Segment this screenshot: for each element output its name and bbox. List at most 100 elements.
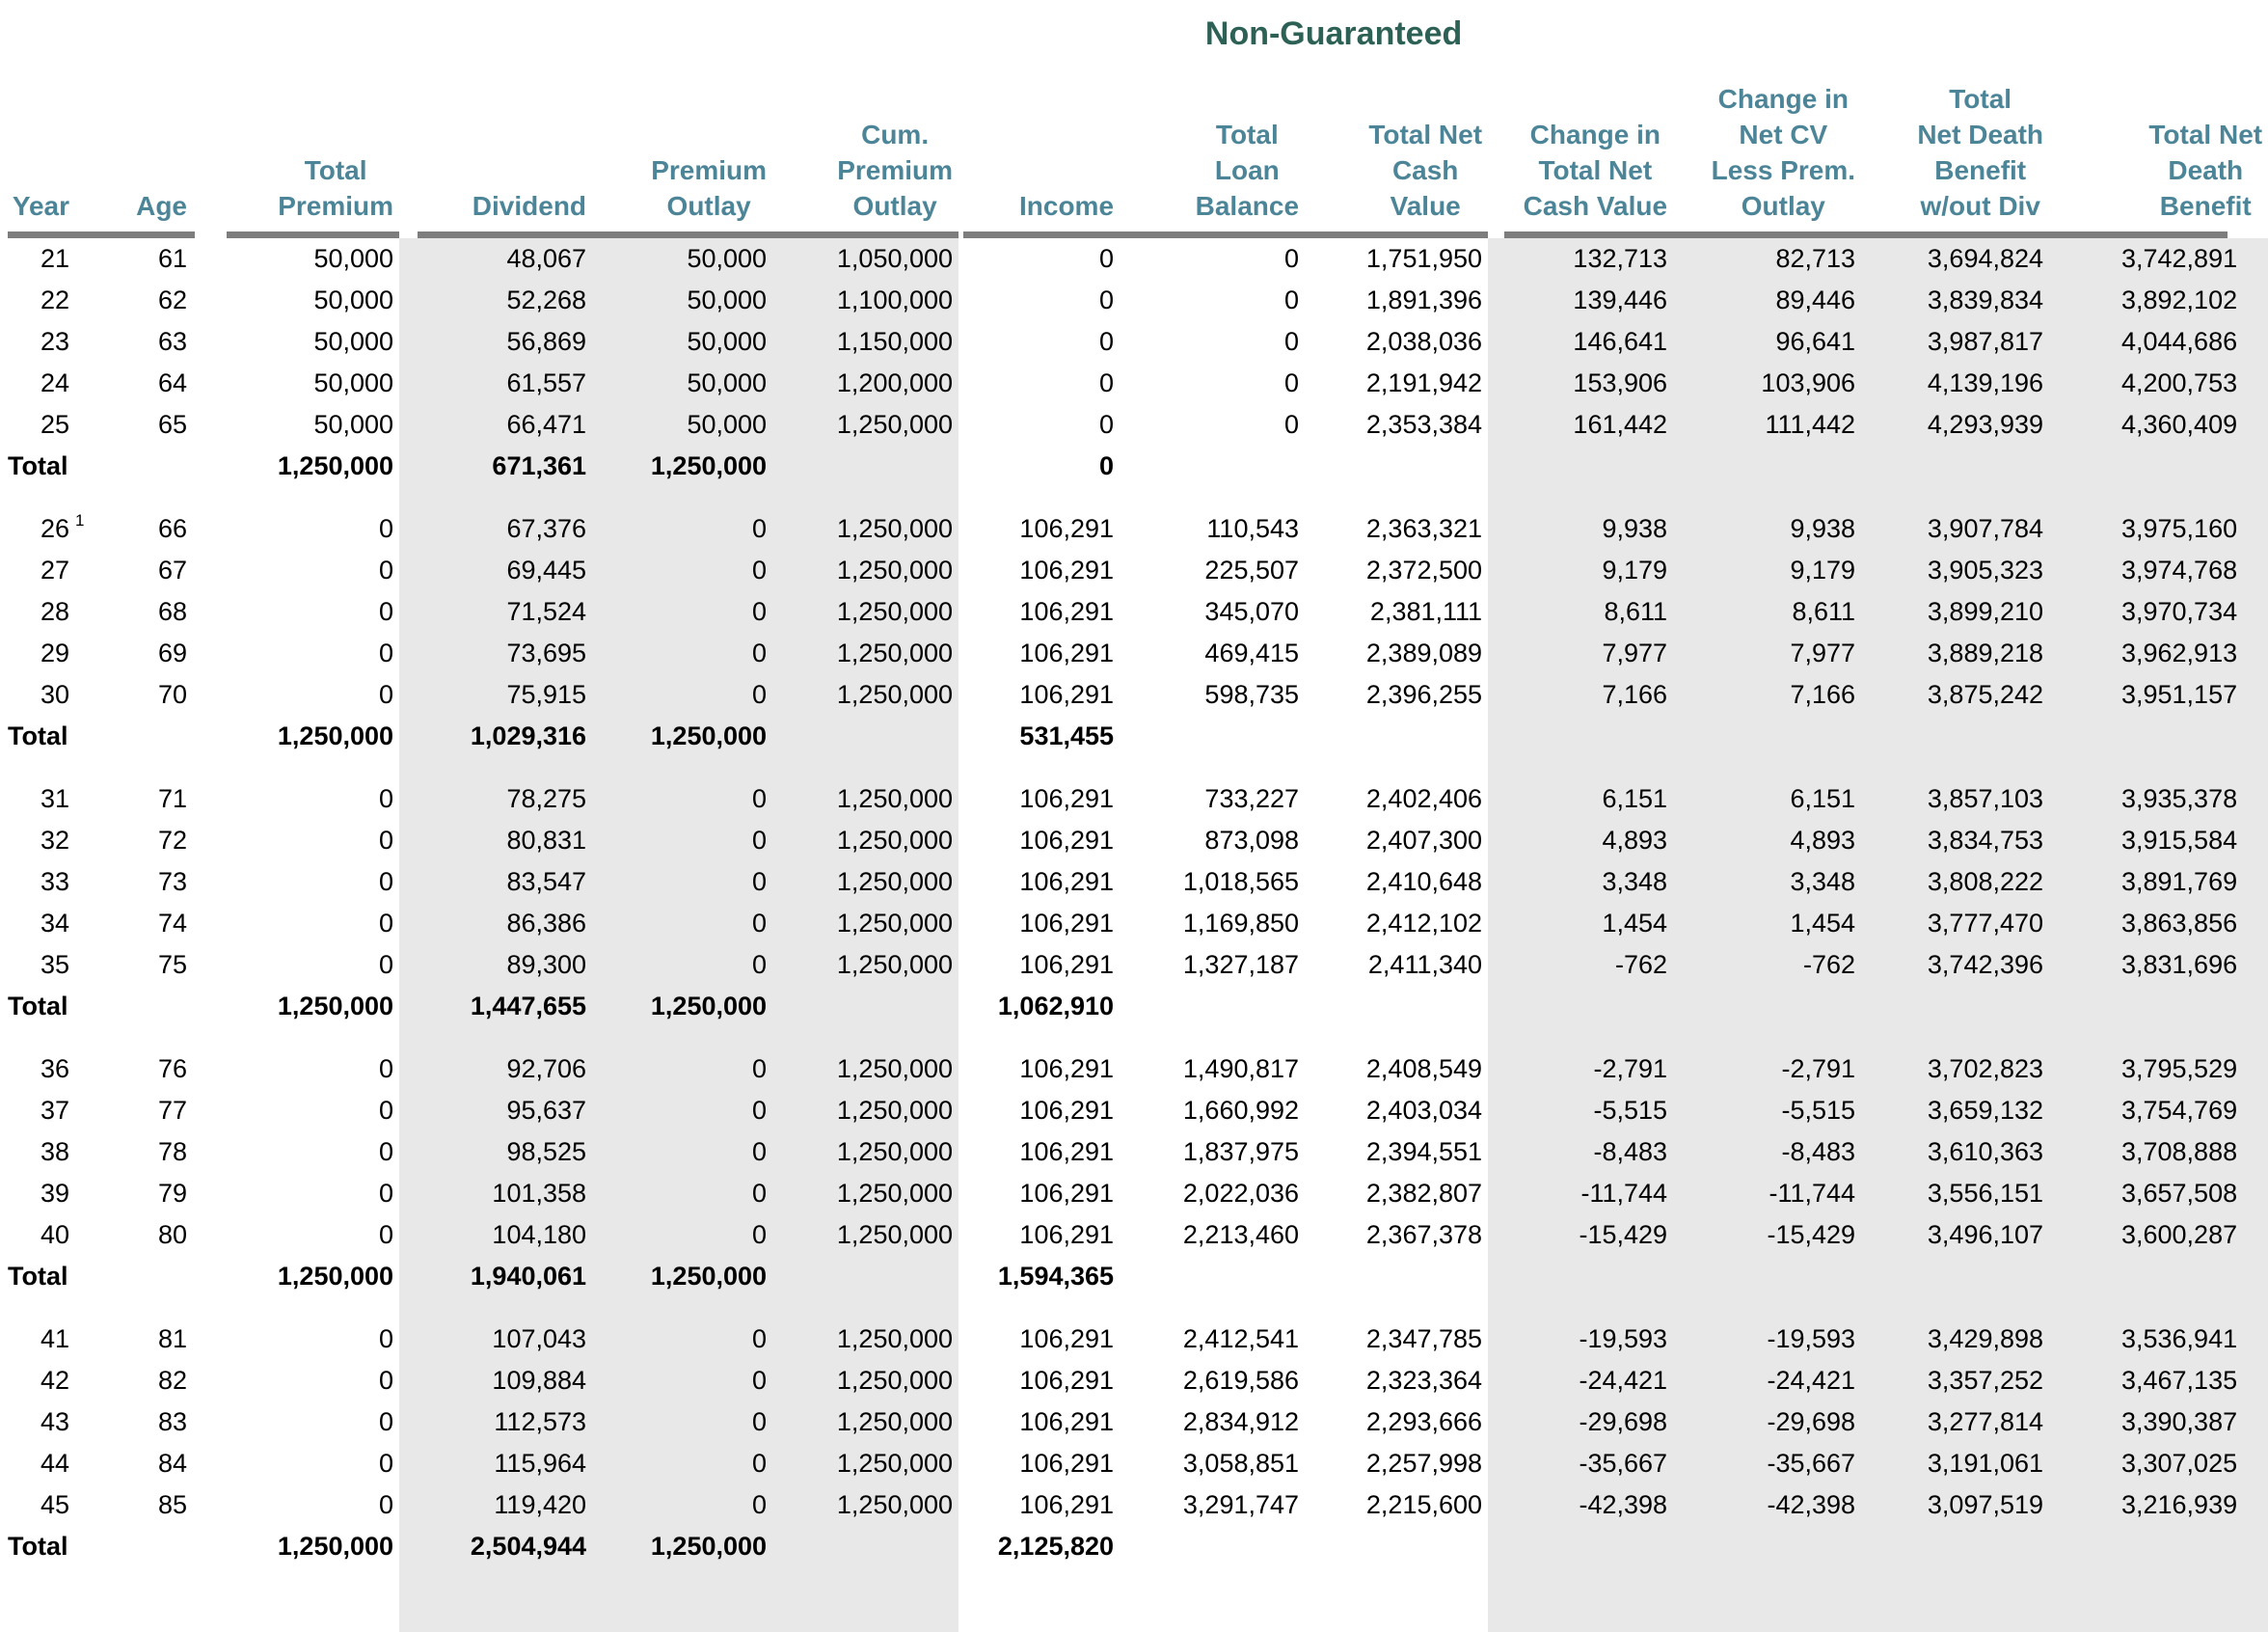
cell-total-net-death-benefit: 3,970,734: [2049, 591, 2268, 633]
table-row: 28 68 0 71,524 0 1,250,000 106,291 345,070 2,381…: [0, 591, 2268, 633]
band-gap: [0, 1589, 399, 1632]
cell-total-net-death-benefit-wout-div: 3,610,363: [1861, 1131, 2050, 1173]
shaded-band: [1488, 1589, 2268, 1632]
cell-total-premium: 0: [379, 1449, 394, 1478]
cell-dividend: 115,964: [399, 1443, 593, 1484]
cell-dividend: 109,884: [399, 1360, 593, 1401]
cell-total-loan-balance: 1,327,187: [1182, 950, 1300, 979]
cell-change-in-net-cv-less-prem-outlay: 103,906: [1673, 363, 1862, 404]
cell-cum-premium-outlay: 1,250,000: [772, 1048, 959, 1090]
cell-premium-outlay: 0: [592, 1401, 773, 1443]
cell-premium-outlay: 0: [592, 674, 773, 716]
cell-change-in-net-cv-less-prem-outlay: 7,977: [1673, 633, 1862, 674]
cell-total-net-death-benefit: 4,360,409: [2049, 404, 2268, 446]
cell-dividend: 67,376: [399, 508, 593, 550]
cell-total-loan-balance: 0: [1284, 368, 1300, 397]
column-header-total-net-death-benefit: Total Net Death Benefit: [2148, 120, 2263, 221]
total-cell-change-in-total-net-cash-value: [1488, 1526, 1674, 1589]
cell-total-net-cash-value: 2,372,500: [1365, 556, 1483, 585]
cell-total-premium: 0: [379, 1220, 394, 1249]
cell-change-in-total-net-cash-value: 146,641: [1488, 321, 1674, 363]
cell-total-loan-balance: 0: [1284, 327, 1300, 356]
cell-premium-outlay: 0: [592, 944, 773, 986]
cell-total-net-cash-value: 2,396,255: [1365, 680, 1483, 709]
cell-dividend: 52,268: [399, 280, 593, 321]
cell-year: 29: [40, 639, 69, 667]
cell-total-premium: 50,000: [313, 327, 394, 356]
cell-dividend: 112,573: [399, 1401, 593, 1443]
cell-total-premium: 0: [379, 1490, 394, 1519]
cell-cum-premium-outlay: 1,250,000: [772, 550, 959, 591]
table-row: 23 63 50,000 56,869 50,000 1,150,000 0 0 2,038,0…: [0, 321, 2268, 363]
cell-total-loan-balance: 1,018,565: [1182, 867, 1300, 896]
cell-total-premium: 0: [379, 680, 394, 709]
table-row: 43 83 0 112,573 0 1,250,000 106,291 2,834,912 2,…: [0, 1401, 2268, 1443]
cell-total-net-death-benefit-wout-div: 3,357,252: [1861, 1360, 2050, 1401]
cell-cum-premium-outlay: 1,250,000: [772, 591, 959, 633]
table-row: 38 78 0 98,525 0 1,250,000 106,291 1,837,975 2,3…: [0, 1131, 2268, 1173]
cell-total-net-death-benefit: 3,831,696: [2049, 944, 2268, 986]
cell-dividend: 80,831: [399, 820, 593, 861]
cell-total-net-death-benefit: 3,935,378: [2049, 778, 2268, 820]
cell-total-net-cash-value: 2,363,321: [1365, 514, 1483, 543]
cell-change-in-net-cv-less-prem-outlay: -5,515: [1673, 1090, 1862, 1131]
cell-year: 34: [40, 909, 69, 938]
cell-cum-premium-outlay: 1,250,000: [772, 1360, 959, 1401]
cell-total-loan-balance: 2,619,586: [1182, 1366, 1300, 1395]
total-cell-income: 531,455: [1019, 721, 1115, 750]
total-cell-premium-outlay: 1,250,000: [592, 446, 773, 508]
total-cell-dividend: 1,940,061: [399, 1256, 593, 1319]
table-row: 39 79 0 101,358 0 1,250,000 106,291 2,022,036 2,…: [0, 1173, 2268, 1214]
cell-total-net-death-benefit: 3,892,102: [2049, 280, 2268, 321]
cell-income: 106,291: [1019, 1449, 1115, 1478]
cell-total-net-cash-value: 2,407,300: [1365, 826, 1483, 855]
cell-change-in-net-cv-less-prem-outlay: 7,166: [1673, 674, 1862, 716]
cell-cum-premium-outlay: 1,250,000: [772, 1214, 959, 1256]
table-row: 33 73 0 83,547 0 1,250,000 106,291 1,018,565 2,4…: [0, 861, 2268, 903]
cell-income: 0: [1099, 244, 1115, 273]
cell-age: 83: [157, 1407, 187, 1436]
cell-year: 23: [40, 327, 69, 356]
cell-total-premium: 50,000: [313, 368, 394, 397]
cell-dividend: 104,180: [399, 1214, 593, 1256]
total-cell-premium-outlay: 1,250,000: [592, 1256, 773, 1319]
cell-cum-premium-outlay: 1,250,000: [772, 404, 959, 446]
cell-income: 106,291: [1019, 950, 1115, 979]
total-cell-total-premium: 1,250,000: [277, 1532, 394, 1561]
column-header-row: Year Age Total Premium Dividend Premium …: [0, 62, 2268, 231]
column-header-change-in-net-cv-less-prem-outlay: Change in Net CV Less Prem. Outlay: [1711, 84, 1856, 221]
cell-total-net-cash-value: 2,347,785: [1365, 1324, 1483, 1353]
cell-cum-premium-outlay: 1,050,000: [772, 238, 959, 280]
cell-total-net-death-benefit: 3,754,769: [2049, 1090, 2268, 1131]
cell-total-loan-balance: 1,660,992: [1182, 1096, 1300, 1125]
table-row: 24 64 50,000 61,557 50,000 1,200,000 0 0 2,191,9…: [0, 363, 2268, 404]
total-cell-change-in-net-cv-less-prem-outlay: [1673, 1526, 1862, 1589]
column-header-year: Year: [12, 191, 69, 221]
table-row: 26 1 66 0 67,376 0 1,250,000 106,291 110,543 2,36…: [0, 508, 2268, 550]
cell-dividend: 75,915: [399, 674, 593, 716]
section-title-row: Non-Guaranteed: [0, 0, 2268, 62]
cell-total-premium: 50,000: [313, 410, 394, 439]
cell-premium-outlay: 0: [592, 1484, 773, 1526]
cell-change-in-net-cv-less-prem-outlay: -29,698: [1673, 1401, 1862, 1443]
cell-change-in-net-cv-less-prem-outlay: 9,179: [1673, 550, 1862, 591]
cell-change-in-net-cv-less-prem-outlay: 6,151: [1673, 778, 1862, 820]
cell-year: 27: [40, 556, 69, 585]
cell-total-net-death-benefit: 3,657,508: [2049, 1173, 2268, 1214]
table-row: 22 62 50,000 52,268 50,000 1,100,000 0 0 1,891,3…: [0, 280, 2268, 321]
cell-total-premium: 0: [379, 784, 394, 813]
cell-year: 43: [40, 1407, 69, 1436]
total-cell-total-net-death-benefit: [2049, 1526, 2268, 1589]
cell-change-in-net-cv-less-prem-outlay: -2,791: [1673, 1048, 1862, 1090]
cell-total-net-death-benefit-wout-div: 3,496,107: [1861, 1214, 2050, 1256]
cell-total-premium: 0: [379, 826, 394, 855]
cell-age: 63: [157, 327, 187, 356]
cell-cum-premium-outlay: 1,250,000: [772, 778, 959, 820]
total-cell-total-net-death-benefit-wout-div: [1861, 1526, 2050, 1589]
cell-change-in-net-cv-less-prem-outlay: 96,641: [1673, 321, 1862, 363]
cell-total-net-death-benefit-wout-div: 3,987,817: [1861, 321, 2050, 363]
cell-dividend: 107,043: [399, 1319, 593, 1360]
total-cell-cum-premium-outlay: [772, 716, 959, 778]
cell-total-loan-balance: 1,490,817: [1182, 1054, 1300, 1083]
cell-change-in-total-net-cash-value: -15,429: [1488, 1214, 1674, 1256]
